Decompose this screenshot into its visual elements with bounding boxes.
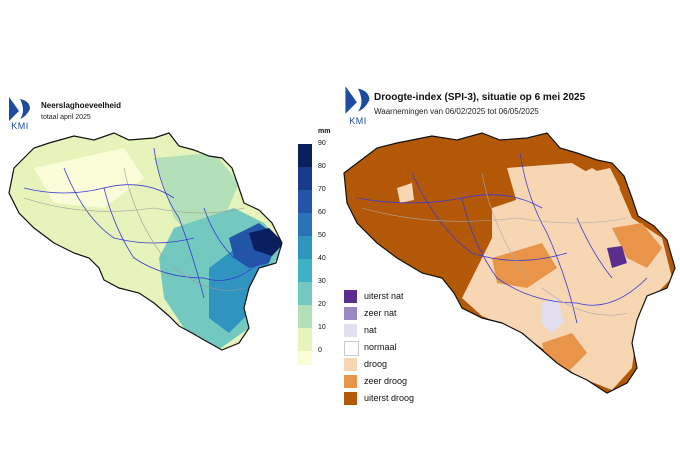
spi-map	[343, 132, 676, 394]
legend-swatch	[344, 307, 357, 320]
province-borders	[361, 172, 628, 316]
colorbar-tick-label: 70	[318, 186, 326, 193]
spi-area-wet	[542, 298, 564, 333]
map-title: Neerslaghoeveelheid	[41, 101, 122, 110]
spi-area-very-dry	[612, 223, 662, 268]
colorbar-swatch	[298, 190, 312, 213]
map-title: Droogte-index (SPI-3), situatie op 6 mei…	[374, 92, 586, 103]
legend-label: uiterst nat	[364, 291, 404, 301]
legend-swatch	[344, 290, 357, 303]
legend-swatch	[344, 375, 357, 388]
legend-label: uiterst droog	[364, 393, 415, 403]
legend-swatch	[344, 324, 357, 337]
kmi-logo-icon	[345, 86, 370, 114]
legend-label: nat	[364, 325, 377, 335]
kmi-logo-icon	[9, 97, 30, 121]
province-borders	[23, 167, 245, 291]
kmi-logo: KMI	[6, 95, 34, 131]
colorbar-tick-label: 50	[318, 232, 326, 239]
legend-label: droog	[364, 359, 388, 369]
kmi-logo: KMI	[342, 84, 374, 126]
legend-swatch	[344, 341, 359, 356]
colorbar-tick-label: 90	[318, 140, 326, 147]
legend-swatch	[344, 358, 357, 371]
colorbar-swatch	[298, 305, 312, 328]
precip-colorbar: mm 90 80 70 60 50 40 30 20 10 0	[296, 128, 336, 365]
colorbar-tick-label: 20	[318, 301, 326, 308]
spi-panel: KMI Droogte-index (SPI-3), situatie op 6…	[340, 0, 680, 453]
colorbar-unit: mm	[318, 128, 331, 135]
rivers	[23, 147, 265, 299]
rivers	[356, 152, 648, 324]
colorbar-swatch	[298, 213, 312, 236]
colorbar-tick-label: 10	[318, 324, 326, 331]
spi-area-dry-north	[507, 163, 597, 213]
map-subtitle: Waarnemingen van 06/02/2025 tot 06/05/20…	[374, 107, 539, 116]
colorbar-swatch	[298, 236, 312, 259]
legend-label: zeer nat	[364, 308, 397, 318]
colorbar-swatch	[298, 328, 312, 351]
colorbar-tick-label: 0	[318, 347, 322, 354]
spi-area-very-dry-center	[492, 243, 557, 288]
colorbar-swatch	[298, 259, 312, 282]
colorbar-swatch	[298, 167, 312, 190]
colorbar-tick-label: 60	[318, 209, 326, 216]
colorbar-swatch	[298, 144, 312, 167]
spi-area-dry	[462, 168, 672, 390]
map-subtitle: totaal april 2025	[41, 114, 91, 121]
legend-label: zeer droog	[364, 376, 408, 386]
kmi-logo-text: KMI	[11, 121, 29, 131]
precipitation-panel: KMI Neerslaghoeveelheid totaal april 202…	[6, 95, 336, 365]
precip-area-max	[249, 228, 282, 256]
precipitation-map	[8, 132, 283, 351]
country-border	[8, 132, 283, 351]
legend-swatch	[344, 392, 357, 405]
colorbar-tick-label: 30	[318, 278, 326, 285]
country-border	[343, 132, 676, 394]
colorbar-tick-label: 40	[318, 255, 326, 262]
kmi-logo-text: KMI	[349, 116, 367, 126]
spi-area-dry-west	[397, 183, 414, 203]
colorbar-swatch	[298, 351, 312, 365]
spi-area-extreme-wet	[607, 246, 627, 268]
colorbar-swatch	[298, 282, 312, 305]
legend-label: normaal	[364, 342, 397, 352]
colorbar-tick-label: 80	[318, 163, 326, 170]
spi-area-dry-ne	[587, 168, 620, 198]
